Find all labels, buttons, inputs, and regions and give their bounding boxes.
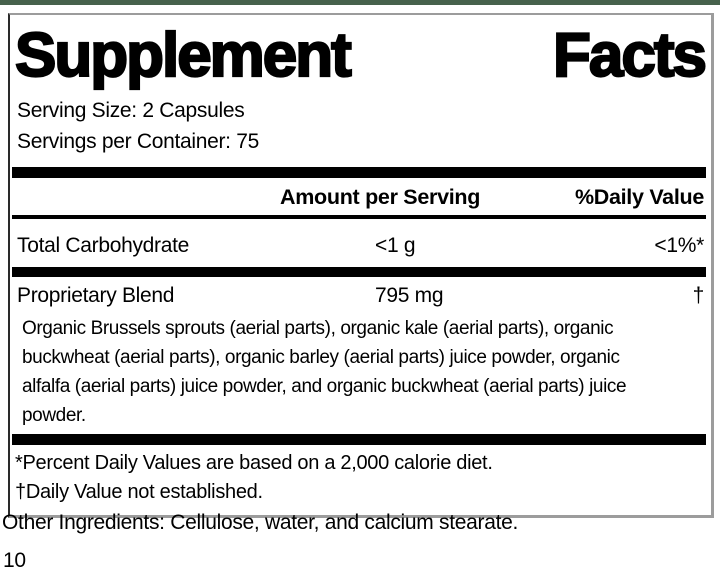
table-row-total-carbohydrate: Total Carbohydrate <1 g <1%*: [10, 219, 711, 267]
nutrient-amount: <1 g: [375, 234, 416, 257]
panel-title-word-facts: Facts: [552, 20, 708, 91]
supplement-facts-panel: Supplement Facts Serving Size: 2 Capsule…: [8, 13, 714, 518]
serving-info: Serving Size: 2 Capsules Servings per Co…: [10, 95, 711, 157]
amount-per-serving-header: Amount per Serving: [280, 185, 481, 209]
servings-per-container-text: Servings per Container: 75: [17, 130, 260, 153]
table-header-row: Amount per Serving %Daily Value: [10, 178, 711, 215]
page-number: 10: [3, 549, 26, 572]
footnotes: *Percent Daily Values are based on a 2,0…: [10, 445, 711, 515]
separator-bar-middle: [12, 267, 706, 277]
percent-daily-value-footnote: *Percent Daily Values are based on a 2,0…: [15, 452, 493, 474]
daily-value-not-established-footnote: †Daily Value not established.: [15, 481, 263, 503]
serving-size-text: Serving Size: 2 Capsules: [17, 99, 245, 122]
header-underline: [12, 215, 706, 219]
panel-title: Supplement Facts: [14, 19, 708, 95]
blend-description-line: powder.: [22, 405, 86, 426]
nutrient-amount: 795 mg: [375, 284, 444, 307]
nutrient-name: Proprietary Blend: [17, 284, 175, 307]
panel-title-word-supplement: Supplement: [14, 20, 353, 91]
nutrient-daily-value: †: [692, 284, 705, 307]
daily-value-header: %Daily Value: [574, 185, 704, 209]
blend-description-line: buckwheat (aerial parts), organic barley…: [22, 347, 620, 368]
top-edge-strip: [0, 0, 720, 5]
nutrient-daily-value: <1%*: [654, 234, 704, 257]
blend-description-line: alfalfa (aerial parts) juice powder, and…: [22, 376, 627, 397]
blend-description-line: Organic Brussels sprouts (aerial parts),…: [22, 318, 614, 339]
other-ingredients-text: Other Ingredients: Cellulose, water, and…: [2, 511, 519, 534]
nutrient-name: Total Carbohydrate: [17, 234, 190, 257]
separator-bar-bottom: [12, 434, 706, 445]
separator-bar-top: [12, 167, 706, 178]
blend-description: Organic Brussels sprouts (aerial parts),…: [22, 314, 705, 430]
table-row-proprietary-blend: Proprietary Blend 795 mg †: [10, 277, 711, 312]
